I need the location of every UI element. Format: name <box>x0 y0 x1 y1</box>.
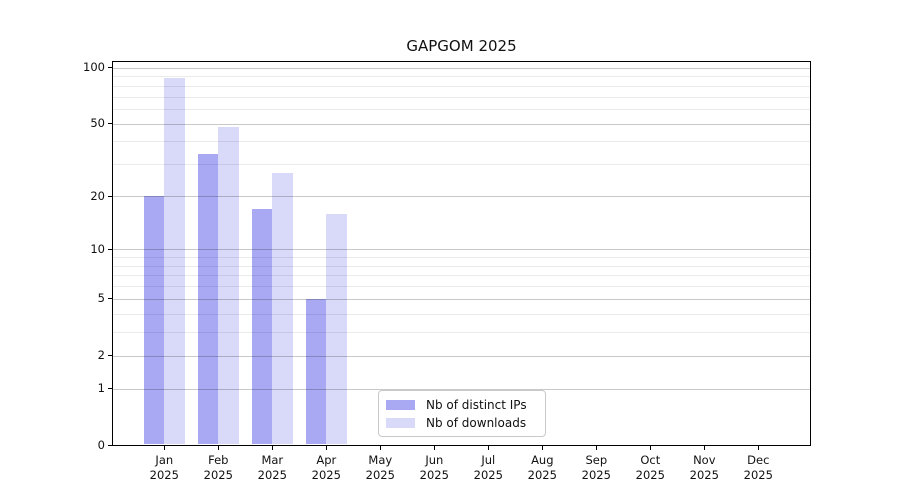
gridline-minor-30 <box>113 164 810 166</box>
gridline-minor-9 <box>113 257 810 258</box>
ytick-mark-100 <box>108 67 112 69</box>
xtick-label-jul: Jul 2025 <box>473 452 503 483</box>
gridline-100 <box>113 67 810 69</box>
gridline-20 <box>113 196 810 198</box>
xtick-label-apr: Apr 2025 <box>311 452 341 483</box>
ytick-label-0: 0 <box>97 438 105 452</box>
ytick-label-10: 10 <box>90 241 105 256</box>
xtick-mark-feb <box>217 445 219 450</box>
gridline-2 <box>113 355 810 357</box>
bar-feb-nb-of-distinct-ips <box>197 154 219 445</box>
xtick-mark-sep <box>595 445 597 450</box>
xtick-label-may: May 2025 <box>365 452 395 483</box>
xtick-mark-apr <box>325 445 327 450</box>
ytick-mark-50 <box>108 123 112 125</box>
xtick-label-nov: Nov 2025 <box>689 452 719 483</box>
xtick-mark-jun <box>433 445 435 450</box>
bar-jan-nb-of-distinct-ips <box>143 196 165 445</box>
xtick-mark-mar <box>271 445 273 450</box>
xtick-label-sep: Sep 2025 <box>581 452 611 483</box>
gridline-minor-70 <box>113 96 810 98</box>
ytick-label-2: 2 <box>97 348 105 363</box>
gridline-minor-7 <box>113 275 810 277</box>
xtick-label-aug: Aug 2025 <box>527 452 557 483</box>
gridline-minor-6 <box>113 286 810 288</box>
gridline-1 <box>113 388 810 390</box>
ytick-label-1: 1 <box>97 381 105 396</box>
gridline-minor-3 <box>113 332 810 333</box>
bar-feb-nb-of-downloads <box>218 126 240 445</box>
gridline-5 <box>113 298 810 300</box>
legend-label-distinct-ips: Nb of distinct IPs <box>426 398 527 412</box>
gridline-minor-90 <box>113 76 810 78</box>
xtick-mark-aug <box>541 445 543 450</box>
bar-mar-nb-of-distinct-ips <box>251 208 273 445</box>
legend: Nb of distinct IPs Nb of downloads <box>378 390 546 437</box>
gridline-10 <box>113 249 810 251</box>
ytick-label-100: 100 <box>83 60 105 75</box>
gridline-minor-8 <box>113 265 810 267</box>
bar-apr-nb-of-downloads <box>326 213 348 445</box>
gridline-minor-4 <box>113 313 810 315</box>
ytick-mark-0 <box>108 444 112 447</box>
xtick-label-feb: Feb 2025 <box>203 452 233 483</box>
ytick-mark-2 <box>108 354 112 357</box>
xtick-label-oct: Oct 2025 <box>635 452 665 483</box>
ytick-label-5: 5 <box>97 291 105 306</box>
bar-mar-nb-of-downloads <box>272 172 294 445</box>
xtick-label-dec: Dec 2025 <box>743 452 773 483</box>
legend-swatch-downloads <box>386 418 415 428</box>
legend-label-downloads: Nb of downloads <box>426 416 527 430</box>
ytick-label-20: 20 <box>90 188 105 203</box>
xtick-label-mar: Mar 2025 <box>257 452 287 483</box>
bar-apr-nb-of-distinct-ips <box>305 298 327 445</box>
xtick-mark-oct <box>649 445 651 450</box>
legend-item-downloads: Nb of downloads <box>386 416 535 430</box>
chart-title: GAPGOM 2025 <box>406 37 517 55</box>
xtick-mark-jul <box>487 445 489 450</box>
xtick-label-jan: Jan 2025 <box>149 452 179 483</box>
gridline-50 <box>113 123 810 125</box>
xtick-mark-may <box>379 445 381 450</box>
ytick-mark-1 <box>108 388 112 390</box>
ytick-mark-5 <box>108 298 112 300</box>
xtick-label-jun: Jun 2025 <box>419 452 449 483</box>
ytick-mark-10 <box>108 248 112 250</box>
xtick-mark-jan <box>163 445 165 450</box>
xtick-mark-dec <box>757 445 759 450</box>
gridline-minor-60 <box>113 108 810 110</box>
gridline-minor-40 <box>113 141 810 143</box>
legend-item-distinct-ips: Nb of distinct IPs <box>386 398 535 412</box>
xtick-mark-nov <box>703 445 705 450</box>
legend-swatch-distinct-ips <box>386 400 415 410</box>
ytick-label-50: 50 <box>90 116 105 131</box>
gridline-minor-80 <box>113 85 810 87</box>
bar-jan-nb-of-downloads <box>164 78 186 445</box>
ytick-mark-20 <box>108 195 112 197</box>
